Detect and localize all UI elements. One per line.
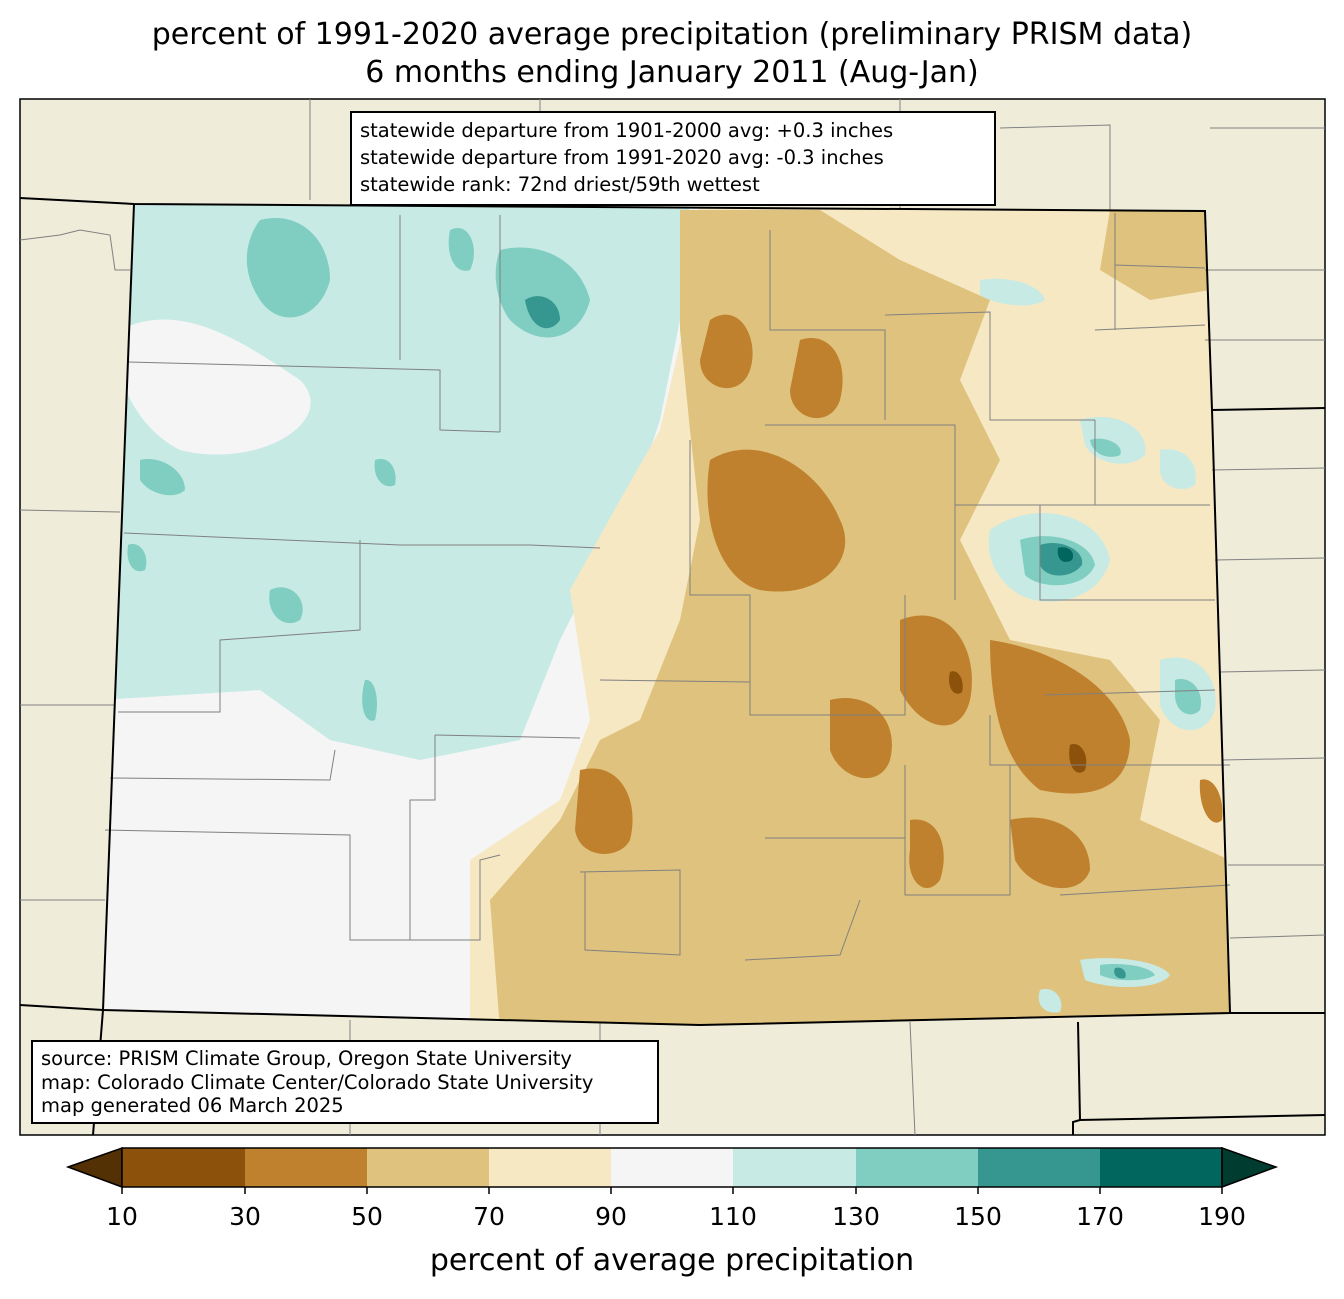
colorbar-bin [733, 1148, 856, 1187]
colorbar-bin [122, 1148, 245, 1187]
colorbar-bin [856, 1148, 978, 1187]
colorbar-bin [978, 1148, 1100, 1187]
colorbar-tick-label: 110 [709, 1202, 757, 1231]
colorbar-tick-label: 130 [832, 1202, 880, 1231]
source-line: source: PRISM Climate Group, Oregon Stat… [41, 1047, 572, 1070]
colorbar-tick-label: 90 [595, 1202, 627, 1231]
map-title-line2: 6 months ending January 2011 (Aug-Jan) [365, 55, 979, 90]
stats-line-rank: statewide rank: 72nd driest/59th wettest [360, 173, 760, 196]
statewide-stats-box: statewide departure from 1901-2000 avg: … [350, 111, 996, 206]
colorbar-tick-label: 30 [229, 1202, 261, 1231]
colorbar-extend-low [65, 1146, 123, 1189]
map-credit-line: map: Colorado Climate Center/Colorado St… [41, 1070, 594, 1094]
stats-line-1901-2000: statewide departure from 1901-2000 avg: … [360, 119, 894, 142]
precipitation-field [103, 204, 1230, 1025]
colorbar-tick-label: 10 [106, 1202, 138, 1231]
map-title-line1: percent of 1991-2020 average precipitati… [151, 17, 1193, 52]
stats-line-1991-2020: statewide departure from 1991-2020 avg: … [360, 146, 884, 169]
county-lines [104, 213, 1231, 961]
colorbar-tick-label: 70 [473, 1202, 505, 1231]
source-credits-box: source: PRISM Climate Group, Oregon Stat… [31, 1040, 659, 1124]
colorbar-tick-label: 150 [954, 1202, 1002, 1231]
colorbar-bin [489, 1148, 611, 1187]
state-lines [19, 197, 1326, 1136]
colorbar-bin [245, 1148, 367, 1187]
colorbar-label: percent of average precipitation [429, 1243, 915, 1278]
neighbor-county-lines [19, 99, 1326, 1136]
colorbar-bin [611, 1148, 733, 1187]
generated-date-line: map generated 06 March 2025 [41, 1094, 344, 1117]
colorbar-bin [367, 1148, 489, 1187]
colorbar [65, 1146, 1279, 1194]
colorbar-bin [1100, 1148, 1222, 1187]
colorbar-tick-label: 190 [1198, 1202, 1246, 1231]
colorbar-tick-label: 170 [1076, 1202, 1124, 1231]
colorbar-tick-label: 50 [351, 1202, 383, 1231]
colorbar-extend-high [1221, 1146, 1279, 1189]
